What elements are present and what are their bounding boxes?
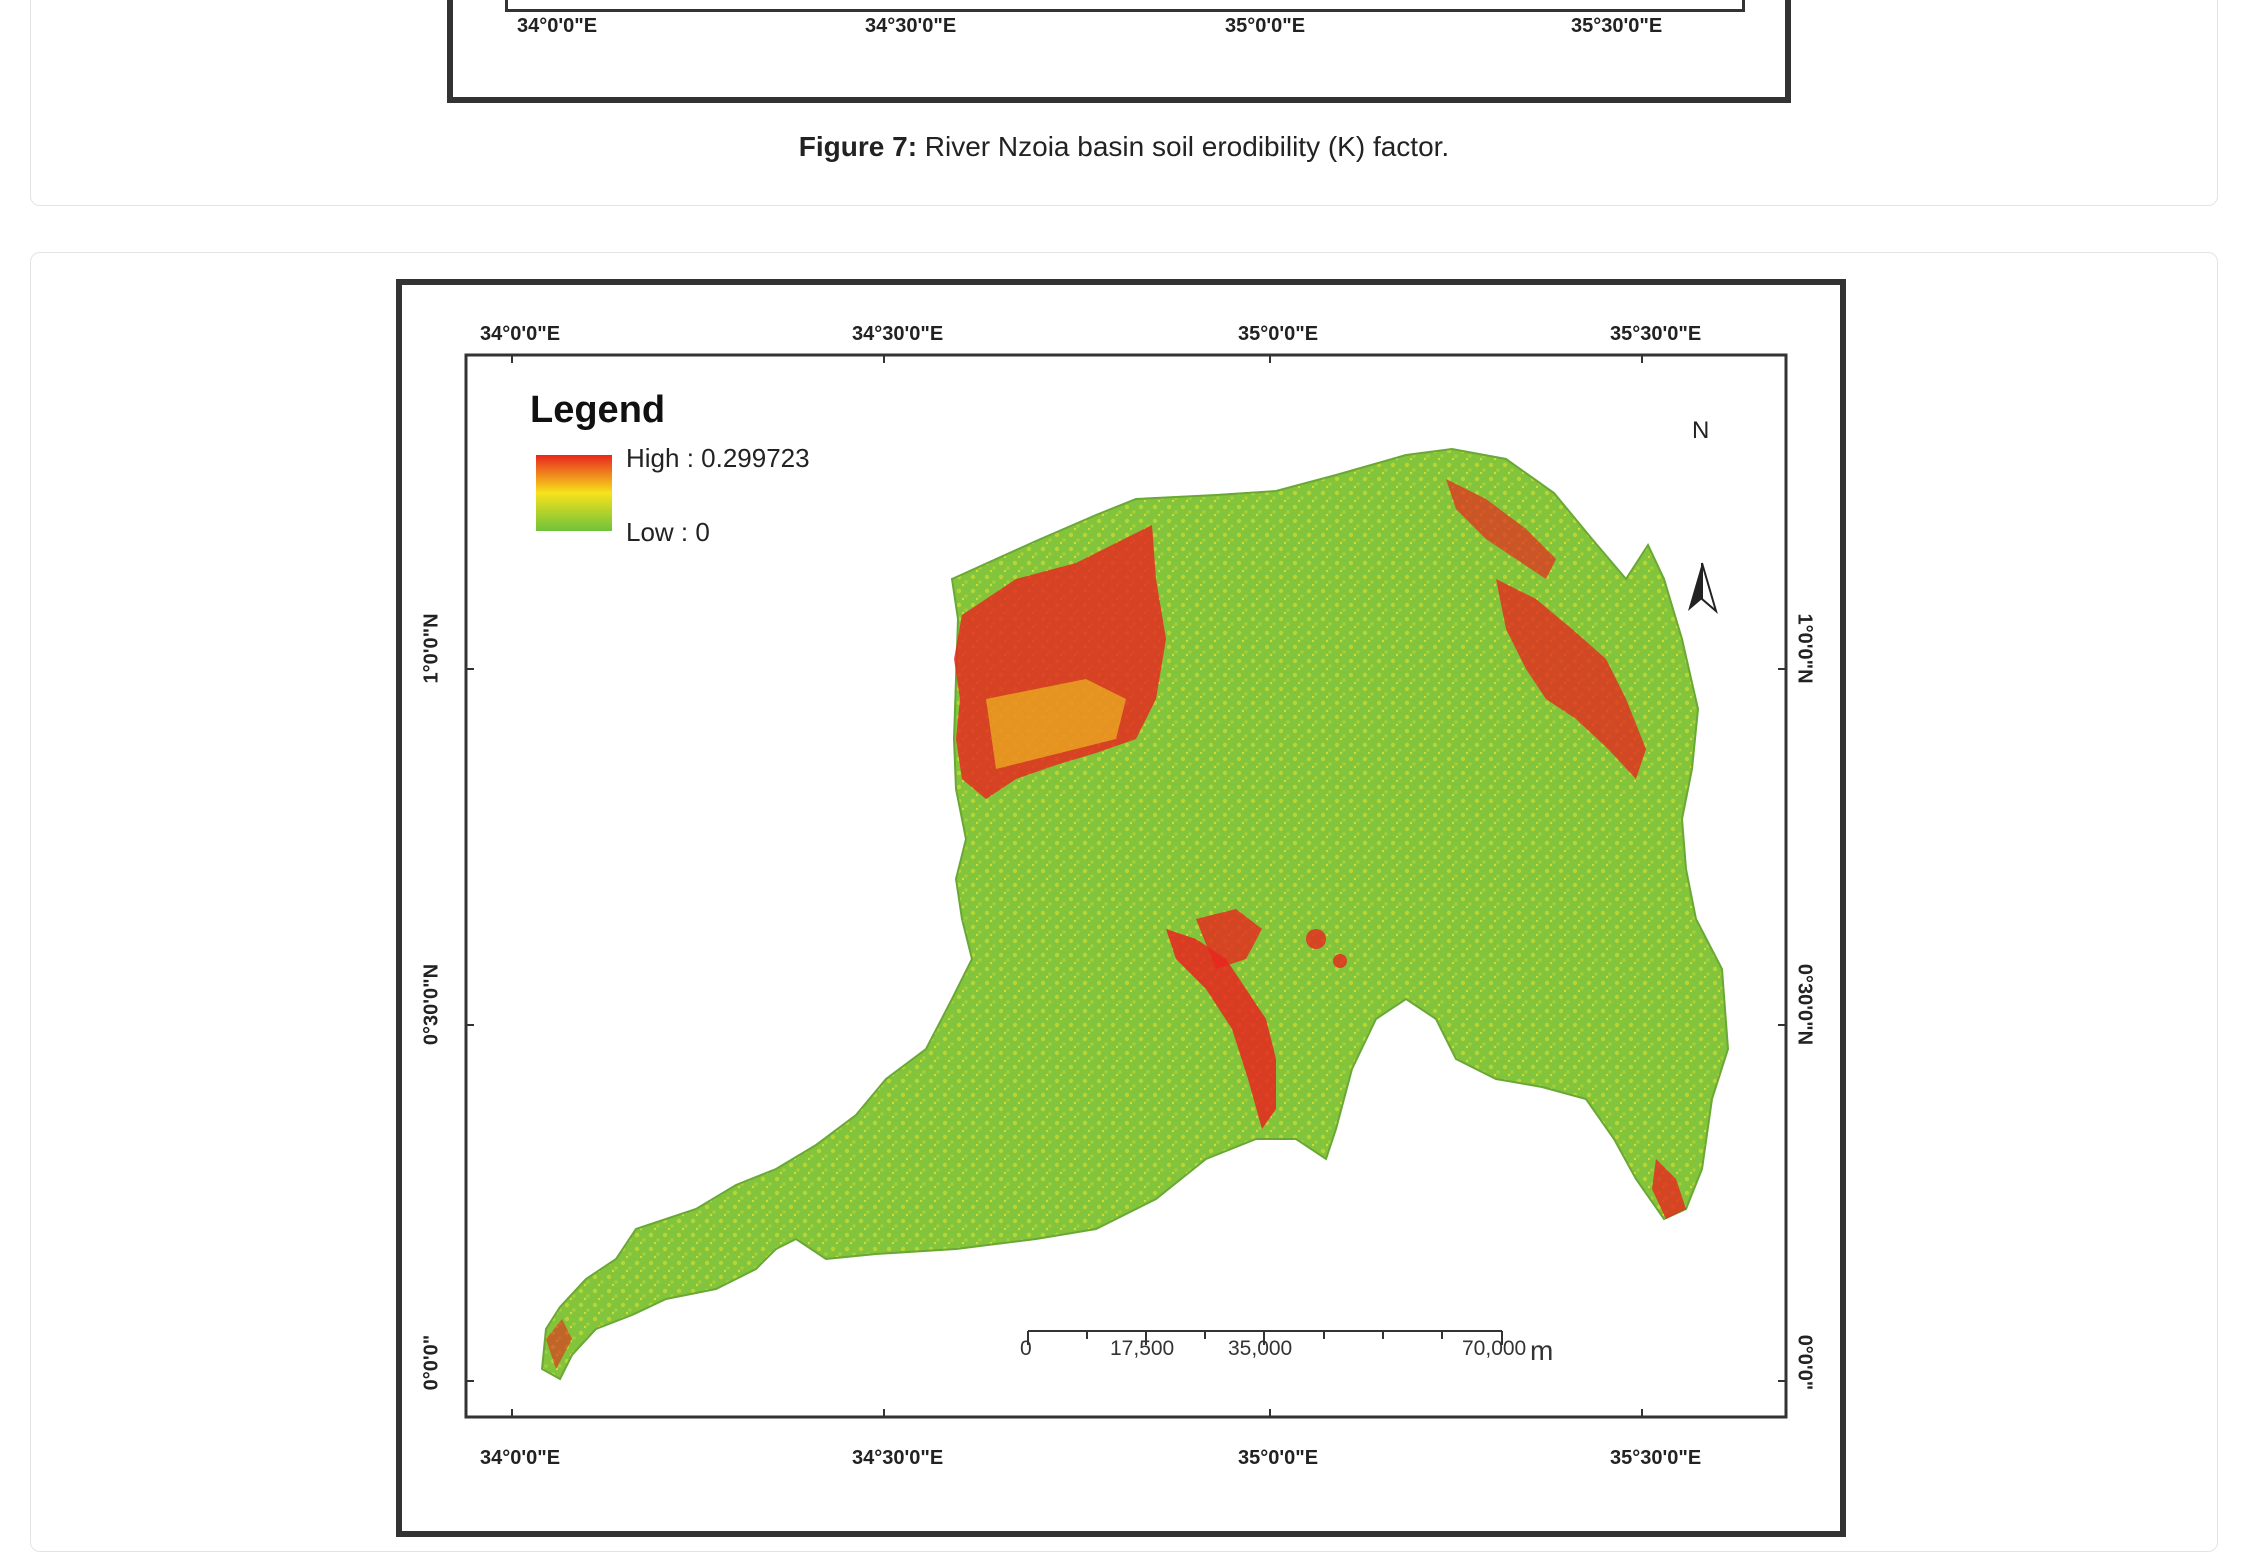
high-patch-central-small: [1196, 909, 1262, 969]
map-neatline: [464, 353, 1788, 1419]
figure-8-map-frame: 34°0'0"E 34°30'0"E 35°0'0"E 35°30'0"E 34…: [396, 279, 1846, 1537]
basin-area: [540, 447, 1730, 1381]
figure-7-caption-text: River Nzoia basin soil erodibility (K) f…: [917, 131, 1450, 162]
figure-7-bottom-tick-3: 35°0'0"E: [1225, 15, 1306, 37]
legend-low-label: Low : 0: [626, 517, 710, 547]
bottom-tick-1: 34°0'0"E: [480, 1447, 561, 1469]
north-arrow: [1688, 562, 1718, 614]
figure-7-bottom-tick-4: 35°30'0"E: [1571, 15, 1663, 37]
scale-label-0: 0: [1020, 1337, 1032, 1360]
scale-label-70000: 70,000: [1462, 1337, 1527, 1360]
figure-8-card: 34°0'0"E 34°30'0"E 35°0'0"E 35°30'0"E 34…: [30, 252, 2218, 1552]
high-patch-spot-2: [1333, 954, 1347, 968]
top-tick-4: 35°30'0"E: [1610, 323, 1702, 345]
legend-color-ramp: [536, 455, 612, 531]
figure-7-bottom-tick-2: 34°30'0"E: [865, 15, 957, 37]
high-patch-spot-1: [1306, 929, 1326, 949]
scale-unit: m: [1530, 1335, 1554, 1366]
high-patch-northeast: [1496, 579, 1646, 779]
scale-label-17500: 17,500: [1110, 1337, 1175, 1360]
high-patch-northeast-ridge: [1446, 479, 1556, 579]
top-tick-2: 34°30'0"E: [852, 323, 944, 345]
top-tick-1: 34°0'0"E: [480, 323, 561, 345]
figure-7-card: 34°0'0"E 34°30'0"E 35°0'0"E 35°30'0"E Fi…: [30, 0, 2218, 206]
scale-bar: [1027, 1330, 1503, 1345]
high-patch-west-edge: [546, 1319, 572, 1369]
figure-7-map-neatline: [505, 0, 1745, 12]
north-label: N: [1692, 417, 1710, 444]
bottom-tick-2: 34°30'0"E: [852, 1447, 944, 1469]
high-patch-central: [1166, 929, 1276, 1129]
high-patch-northwest-yellow: [986, 679, 1126, 769]
bottom-tick-4: 35°30'0"E: [1610, 1447, 1702, 1469]
scale-label-35000: 35,000: [1228, 1337, 1293, 1360]
high-patch-southeast: [1652, 1159, 1686, 1219]
basin-map: [464, 353, 1788, 1419]
figure-7-map-frame: 34°0'0"E 34°30'0"E 35°0'0"E 35°30'0"E: [447, 0, 1791, 103]
bottom-tick-3: 35°0'0"E: [1238, 1447, 1319, 1469]
figure-7-caption: Figure 7: River Nzoia basin soil erodibi…: [31, 131, 2217, 163]
figure-7-bottom-tick-1: 34°0'0"E: [517, 15, 598, 37]
legend-title: Legend: [530, 389, 666, 431]
figure-7-caption-label: Figure 7:: [798, 131, 918, 162]
top-tick-3: 35°0'0"E: [1238, 323, 1319, 345]
legend-high-label: High : 0.299723: [626, 443, 810, 473]
